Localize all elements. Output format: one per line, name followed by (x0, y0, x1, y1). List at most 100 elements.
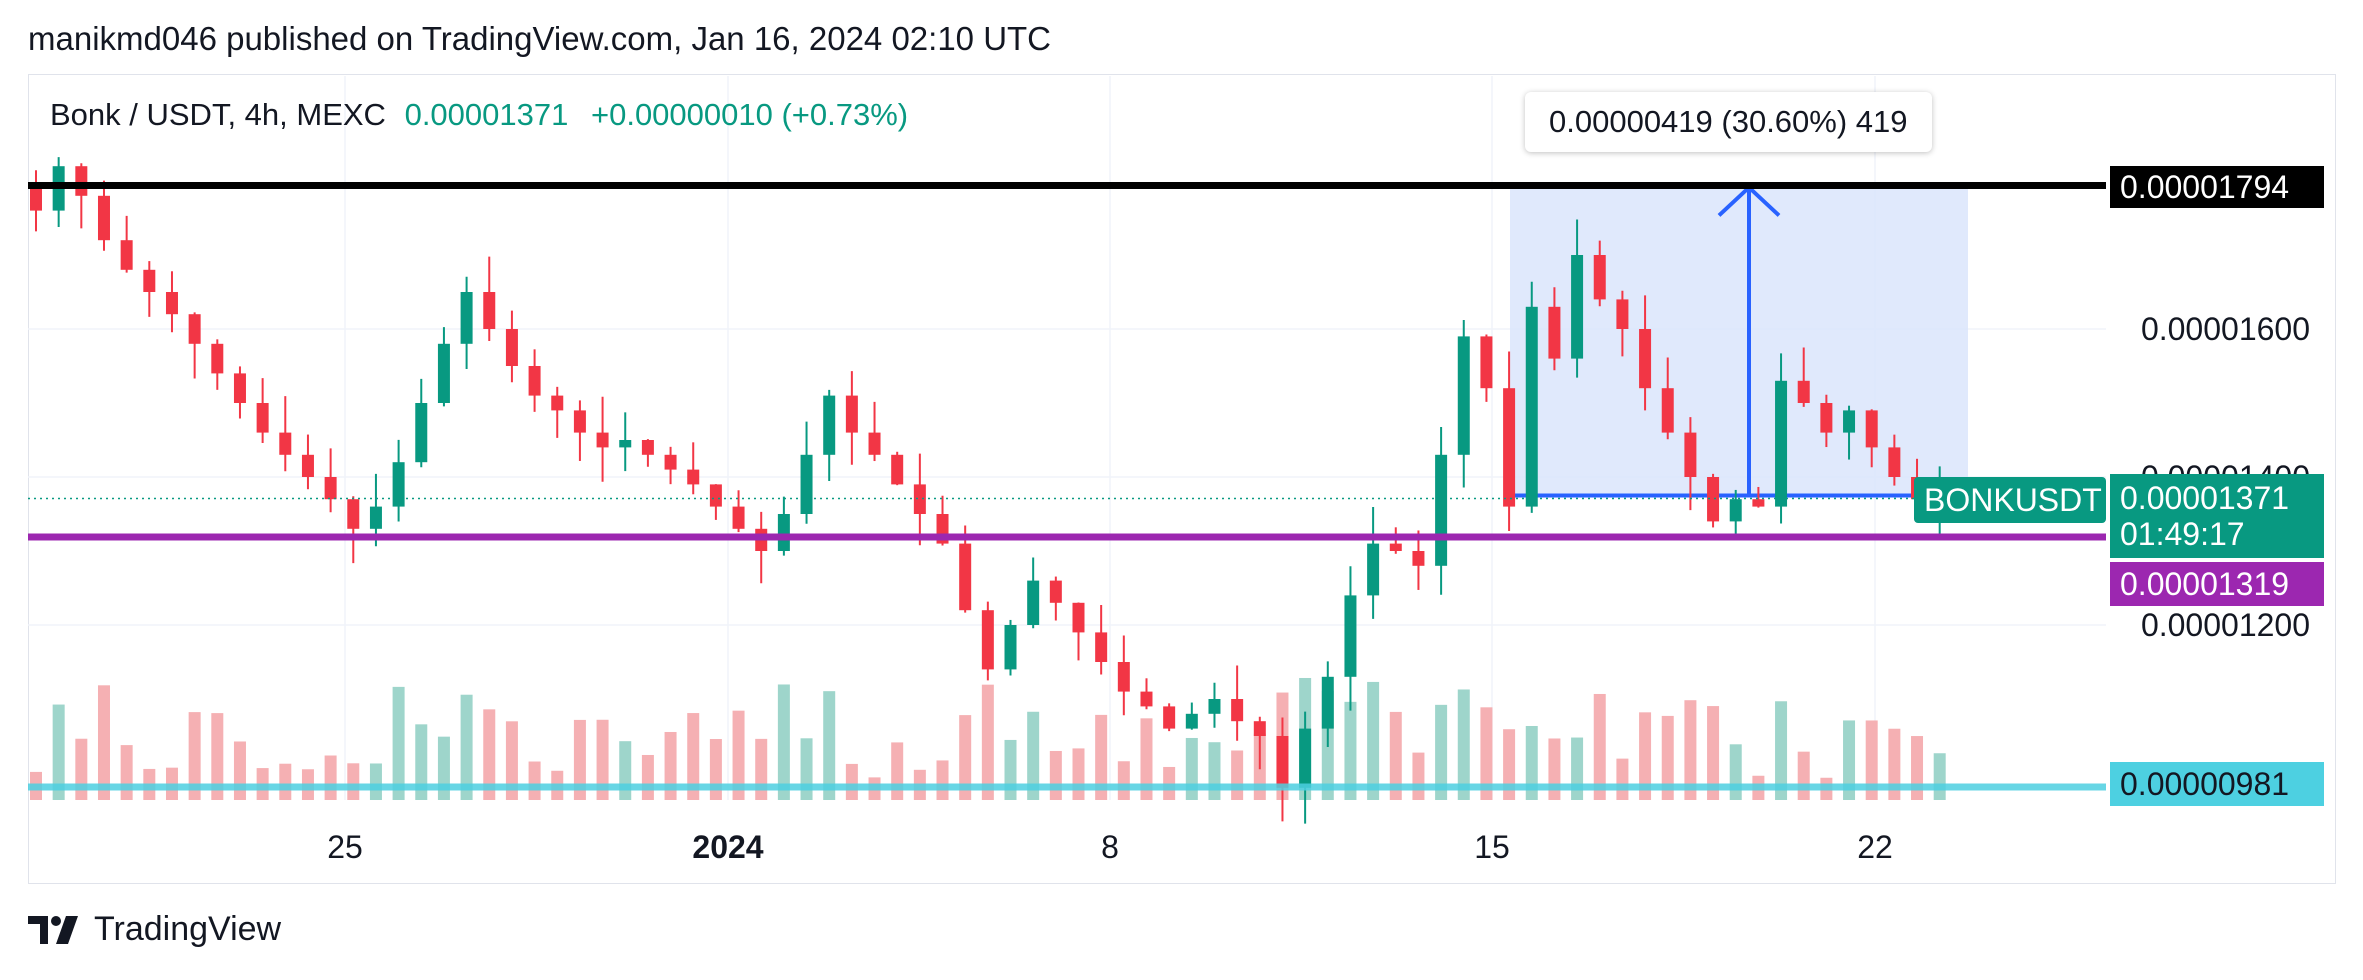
volume-bar (52, 704, 65, 800)
volume-bar (1072, 748, 1085, 800)
candle-body (800, 454, 813, 514)
candle-body (1344, 595, 1357, 677)
candle-body (1684, 432, 1697, 477)
candle-body (279, 432, 292, 455)
candle-body (1775, 380, 1788, 507)
candle-body (1729, 499, 1742, 522)
candle-body (641, 440, 654, 455)
candle-body (1072, 602, 1085, 633)
candle-body (256, 403, 269, 433)
candle-body (347, 499, 360, 529)
candle-body (188, 314, 201, 344)
candle-body (823, 395, 836, 455)
candle-body (664, 454, 677, 470)
volume-bar (1117, 761, 1130, 800)
candle-body (1231, 699, 1244, 722)
candle-body (777, 514, 790, 551)
measure-label: 0.00000419 (30.60%) 419 (1525, 92, 1932, 152)
candle-body (1276, 736, 1289, 788)
price-range-measure[interactable] (1510, 183, 1968, 498)
volume-bar (823, 691, 836, 800)
symbol-legend: Bonk / USDT, 4h, MEXC 0.00001371 +0.0000… (50, 97, 908, 133)
legend-change: +0.00000010 (+0.73%) (590, 97, 909, 132)
candle-body (619, 440, 632, 448)
volume-bar (1933, 753, 1946, 800)
volume-bar (1843, 720, 1856, 800)
candle-body (1412, 551, 1425, 566)
candle-body (483, 292, 496, 329)
candle-body (1004, 625, 1017, 670)
publisher-header: manikmd046 published on TradingView.com,… (28, 20, 1052, 57)
volume-bar (188, 712, 201, 800)
volume-bar (777, 684, 790, 800)
current-price-tag: 0.00001371 01:49:17 (2110, 474, 2324, 558)
tradingview-brand: TradingView (94, 910, 282, 948)
volume-bar (573, 719, 586, 800)
candle-body (1820, 403, 1833, 433)
x-axis-label: 2024 (692, 829, 763, 865)
volume-bar (1797, 751, 1810, 800)
candle-body (845, 395, 858, 433)
volume-bar (1480, 707, 1493, 800)
volume-bar (687, 713, 700, 800)
volume-bar (1231, 750, 1244, 800)
candle-body (30, 188, 42, 211)
candle-body (1095, 632, 1108, 662)
volume-bar (1707, 706, 1720, 800)
tradingview-footer[interactable]: TradingView (28, 910, 281, 949)
horizontal-levels[interactable] (28, 181, 2106, 791)
candle-body (1888, 447, 1901, 477)
x-axis-label: 22 (1857, 829, 1893, 865)
candle-body (528, 366, 541, 396)
candle-body (1321, 676, 1334, 729)
volume-bar (1865, 720, 1878, 800)
candle-body (1185, 713, 1198, 729)
candle-body (1752, 499, 1765, 507)
candle-body (392, 462, 405, 507)
candle-body (324, 477, 337, 500)
volume-bar (981, 684, 994, 800)
candle-body (1435, 454, 1448, 566)
volume-bar (1661, 715, 1674, 800)
candle-body (1367, 543, 1380, 596)
candle-body (868, 432, 881, 455)
candle-body (687, 469, 700, 485)
candle-body (913, 484, 926, 514)
volume-bar (1027, 711, 1040, 800)
chart-frame (28, 74, 2336, 884)
volume-bar (233, 741, 246, 800)
volume-bar (211, 713, 224, 800)
volume-bar (1548, 738, 1561, 800)
candle-body (959, 543, 972, 611)
volume-bar (1503, 729, 1516, 800)
volume-bar (369, 763, 382, 800)
volume-bar (483, 709, 496, 800)
volume-bar (596, 719, 609, 800)
y-axis-label: 0.00001600 (2141, 311, 2310, 347)
y-axis-label: 0.00001200 (2141, 607, 2310, 643)
candle-body (1707, 477, 1720, 522)
volume-bar (1367, 681, 1380, 800)
volume-bar (732, 710, 745, 800)
volume-bar (891, 742, 904, 800)
candle-body (415, 403, 428, 463)
candle-body (233, 373, 246, 403)
volume-bar (97, 685, 110, 800)
volume-bar (1389, 711, 1402, 800)
volume-bar (460, 694, 473, 800)
volume-bar (392, 686, 405, 800)
candle-body (891, 454, 904, 485)
candle-body (1299, 728, 1312, 788)
resistance-price-tag: 0.00001794 (2110, 166, 2324, 208)
candle-body (573, 410, 586, 433)
current-price-value: 0.00001371 (2120, 480, 2290, 516)
volume-bar (1208, 742, 1221, 800)
volume-bar (1004, 739, 1017, 800)
candle-body (1548, 306, 1561, 359)
volume-bar (1412, 752, 1425, 800)
volume-bar (1140, 718, 1153, 800)
candle-body (596, 432, 609, 448)
volume-bar (1457, 689, 1470, 800)
candle-body (301, 454, 314, 477)
